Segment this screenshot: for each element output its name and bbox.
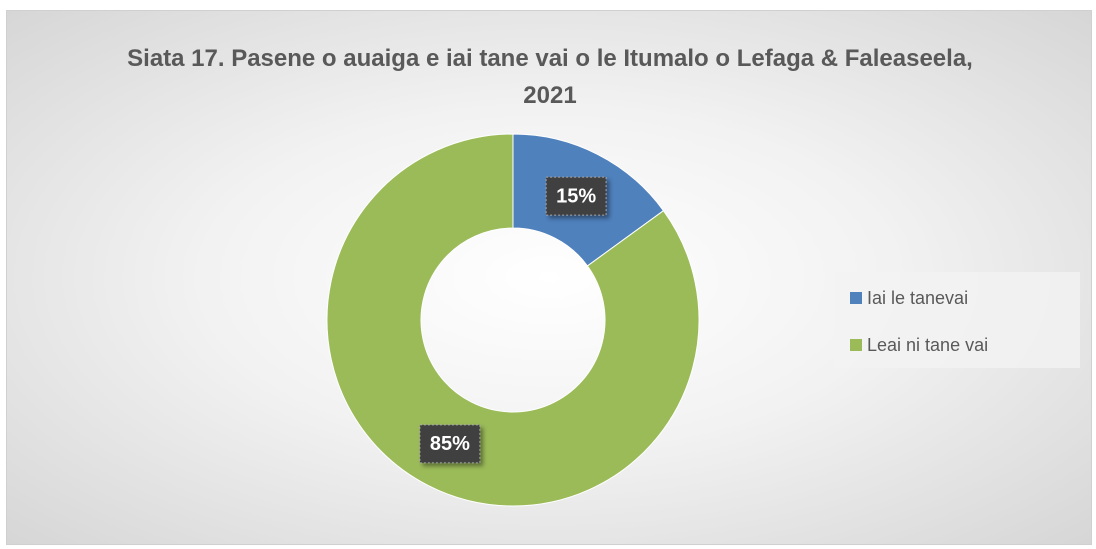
legend-label: Leai ni tane vai	[867, 335, 988, 355]
label-box	[419, 424, 481, 464]
chart-title: Siata 17. Pasene o auaiga e iai tane vai…	[127, 45, 973, 109]
legend-swatch	[850, 292, 862, 304]
legend-label: Iai le tanevai	[867, 288, 968, 308]
data-label: 15%	[556, 185, 596, 207]
legend-box	[835, 272, 1080, 368]
data-label: 85%	[430, 433, 470, 455]
legend-swatch	[850, 339, 862, 351]
label-box	[545, 176, 607, 216]
donut-slice	[326, 133, 700, 507]
